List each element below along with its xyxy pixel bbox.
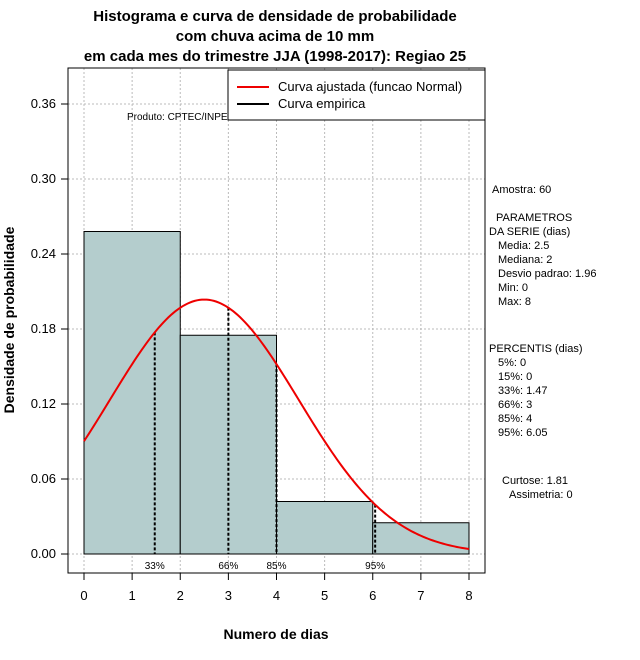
percentile-label-3: 95% — [365, 561, 385, 572]
y-tick-label-3: 0.18 — [31, 321, 56, 336]
chart-title-line-3: em cada mes do trimestre JJA (1998-2017)… — [84, 48, 466, 65]
stats-kurtosis: Curtose: 1.81 — [502, 475, 568, 487]
histogram-bars — [83, 231, 470, 555]
y-axis-label: Densidade de probabilidade — [1, 226, 17, 413]
stats-percentile-95: 95%: 6.05 — [498, 427, 548, 439]
stats-sample: Amostra: 60 — [492, 184, 551, 196]
stats-panel: Amostra: 60 PARAMETROS DA SERIE (dias) M… — [489, 184, 596, 501]
stats-percentile-15: 15%: 0 — [498, 371, 532, 383]
x-tick-label-2: 2 — [177, 588, 184, 603]
stats-percentile-66: 66%: 3 — [498, 399, 532, 411]
stats-param-sd: Desvio padrao: 1.96 — [498, 268, 596, 280]
x-tick-label-8: 8 — [465, 588, 472, 603]
y-tick-label-2: 0.12 — [31, 396, 56, 411]
x-tick-label-3: 3 — [225, 588, 232, 603]
x-axis-label: Numero de dias — [223, 626, 328, 642]
legend-box — [227, 69, 486, 121]
x-tick-label-5: 5 — [321, 588, 328, 603]
percentile-label-1: 66% — [218, 561, 238, 572]
stats-percentile-85: 85%: 4 — [498, 413, 532, 425]
x-tick-label-7: 7 — [417, 588, 424, 603]
percentile-label-2: 85% — [266, 561, 286, 572]
fitted-normal-curve — [83, 298, 470, 551]
chart-title-line-1: Histograma e curva de densidade de proba… — [93, 8, 456, 25]
y-tick-label-1: 0.06 — [31, 471, 56, 486]
stats-param-median: Mediana: 2 — [498, 254, 552, 266]
legend-label-fitted: Curva ajustada (funcao Normal) — [278, 79, 462, 94]
stats-params-header-2: DA SERIE (dias) — [489, 226, 570, 238]
legend-label-empirical: Curva empirica — [278, 96, 366, 111]
stats-param-min: Min: 0 — [498, 282, 528, 294]
legend: Curva ajustada (funcao Normal) Curva emp… — [227, 69, 486, 121]
fitted-curve-layer — [83, 298, 470, 551]
stats-param-mean: Media: 2.5 — [498, 240, 549, 252]
x-tick-label-4: 4 — [273, 588, 280, 603]
stats-param-max: Max: 8 — [498, 296, 531, 308]
stats-params-header-1: PARAMETROS — [496, 212, 572, 224]
percentile-label-0: 33% — [145, 561, 165, 572]
stats-percentile-33: 33%: 1.47 — [498, 385, 548, 397]
y-tick-label-5: 0.30 — [31, 171, 56, 186]
bar-0 — [83, 231, 181, 555]
stats-percentile-5: 5%: 0 — [498, 357, 526, 369]
source-note: Produto: CPTEC/INPE — [127, 112, 228, 123]
bar-3 — [372, 522, 470, 555]
bar-2 — [276, 501, 374, 555]
stats-skewness: Assimetria: 0 — [509, 489, 573, 501]
y-tick-label-4: 0.24 — [31, 246, 56, 261]
chart-title-line-2: com chuva acima de 10 mm — [176, 28, 374, 45]
x-tick-label-6: 6 — [369, 588, 376, 603]
y-tick-label-0: 0.00 — [31, 546, 56, 561]
stats-percentiles-header: PERCENTIS (dias) — [489, 343, 583, 355]
y-axis: 0.00 0.06 0.12 0.18 0.24 0.30 0.36 — [31, 96, 69, 561]
percentile-markers: 33% 66% 85% 95% — [145, 307, 385, 572]
x-tick-label-1: 1 — [129, 588, 136, 603]
x-axis: 0 1 2 3 4 5 6 7 8 — [80, 572, 473, 603]
y-tick-label-6: 0.36 — [31, 96, 56, 111]
x-tick-label-0: 0 — [80, 588, 87, 603]
